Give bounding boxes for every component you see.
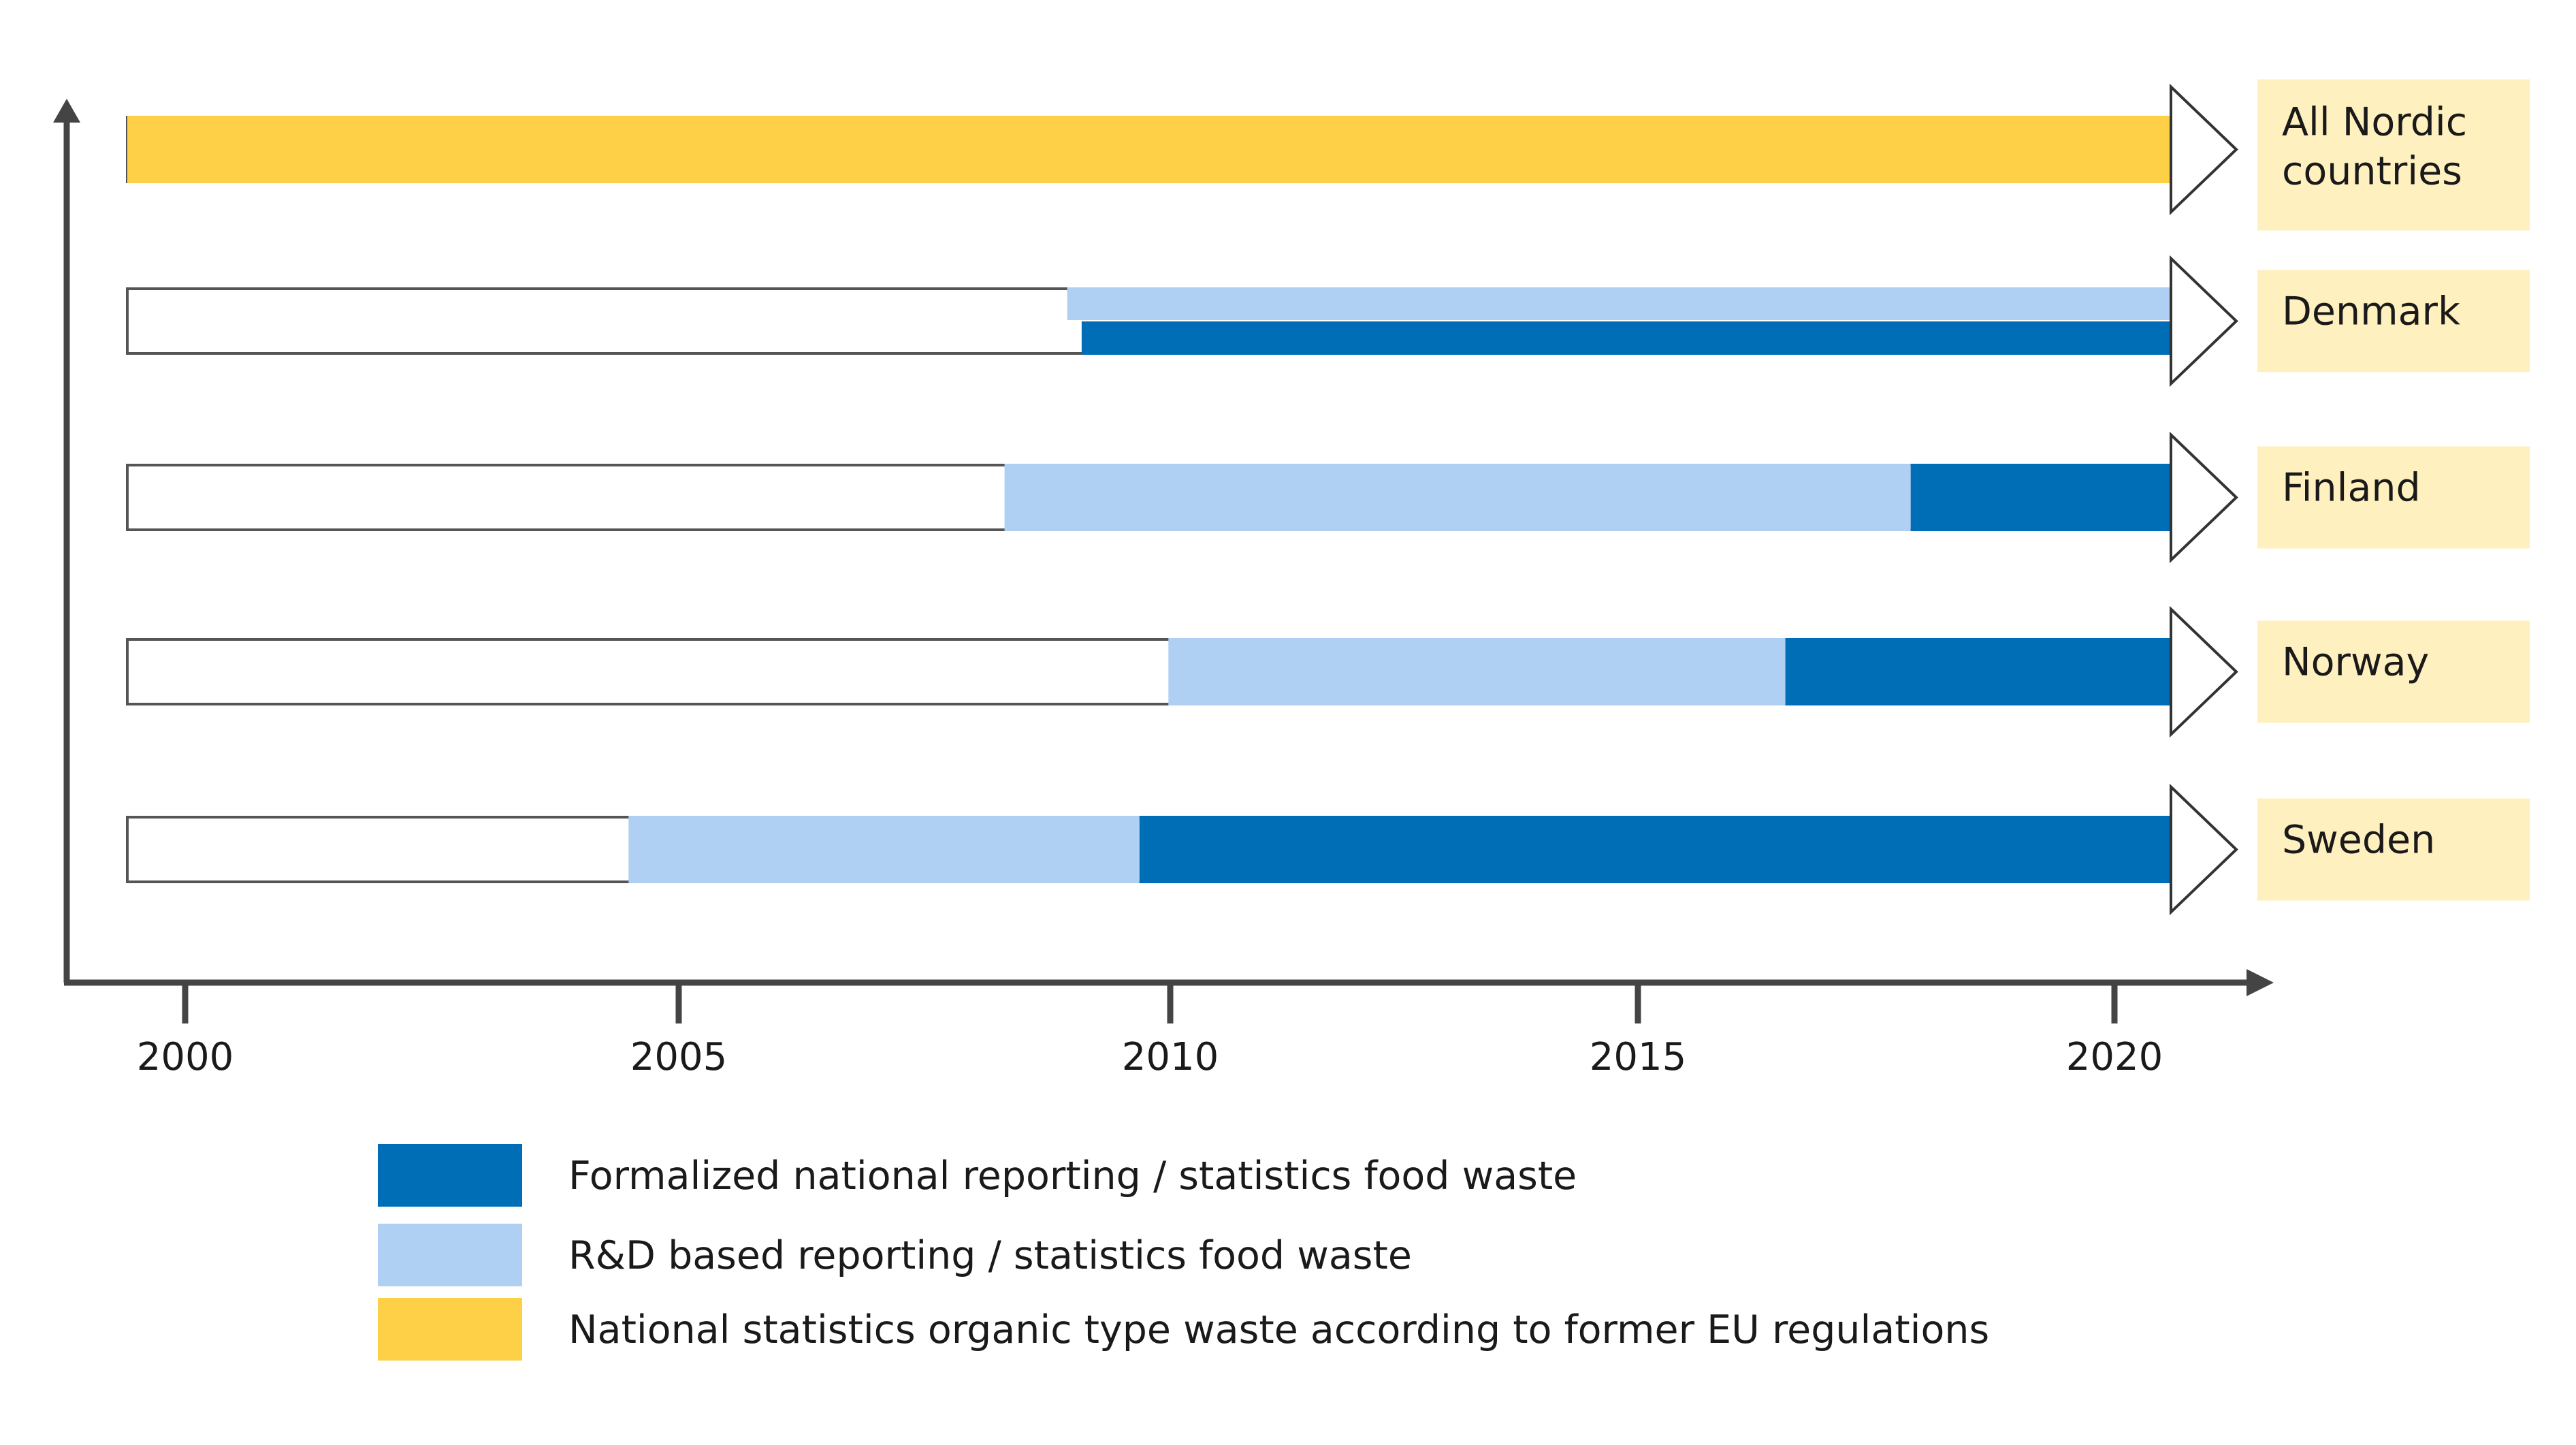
arrow-head xyxy=(2170,83,2238,216)
x-tick-label: 2020 xyxy=(2066,1035,2163,1079)
country-label-box xyxy=(2257,446,2530,549)
bar-segment-rd xyxy=(1004,464,1911,531)
timeline-row: Finland xyxy=(126,431,2530,564)
bar-segment-formal xyxy=(1081,321,2171,355)
country-label: Sweden xyxy=(2282,818,2435,863)
timeline-row: Denmark xyxy=(126,255,2530,387)
bar-segment-formal xyxy=(1910,464,2171,531)
country-label: Norway xyxy=(2282,640,2429,685)
country-label: All Nordic xyxy=(2282,100,2467,145)
arrow-head xyxy=(2170,605,2238,738)
y-axis-arrow xyxy=(53,99,80,123)
legend-label: R&D based reporting / statistics food wa… xyxy=(568,1233,1412,1278)
bar-segment-national xyxy=(127,116,2171,183)
legend-swatch xyxy=(378,1298,522,1361)
legend-entry: Formalized national reporting / statisti… xyxy=(378,1144,1577,1207)
legend-label: National statistics organic type waste a… xyxy=(568,1307,1989,1352)
bar-segment-rd xyxy=(628,816,1140,883)
bar-segment-rd xyxy=(1067,287,2171,320)
legend-layer: Formalized national reporting / statisti… xyxy=(378,1144,1989,1361)
legend-entry: National statistics organic type waste a… xyxy=(378,1298,1989,1361)
bar-segment-formal xyxy=(1785,638,2171,705)
bar-segment-formal xyxy=(1139,816,2171,883)
country-label-box xyxy=(2257,79,2530,231)
country-label-box xyxy=(2257,620,2530,723)
country-label: Finland xyxy=(2282,466,2421,511)
bar-segment-rd xyxy=(1168,638,1786,705)
arrow-head xyxy=(2170,255,2238,387)
x-tick-label: 2010 xyxy=(1122,1035,1219,1079)
x-tick-label: 2015 xyxy=(1590,1035,1687,1079)
timeline-row: Sweden xyxy=(126,783,2530,916)
arrow-head xyxy=(2170,431,2238,564)
x-tick-label: 2000 xyxy=(137,1035,234,1079)
x-axis-arrow xyxy=(2247,969,2274,996)
x-tick-label: 2005 xyxy=(630,1035,728,1079)
legend-label: Formalized national reporting / statisti… xyxy=(568,1154,1577,1198)
legend-entry: R&D based reporting / statistics food wa… xyxy=(378,1224,1412,1286)
axes-layer: 2000 2005 2010 2015 2020 xyxy=(53,99,2274,1079)
timeline-row: Norway xyxy=(126,605,2530,738)
country-label: countries xyxy=(2282,149,2462,194)
legend-swatch xyxy=(378,1224,522,1286)
country-label-box xyxy=(2257,270,2530,372)
country-label-box xyxy=(2257,798,2530,901)
arrow-head xyxy=(2170,783,2238,916)
country-label: Denmark xyxy=(2282,289,2460,334)
legend-swatch xyxy=(378,1144,522,1207)
